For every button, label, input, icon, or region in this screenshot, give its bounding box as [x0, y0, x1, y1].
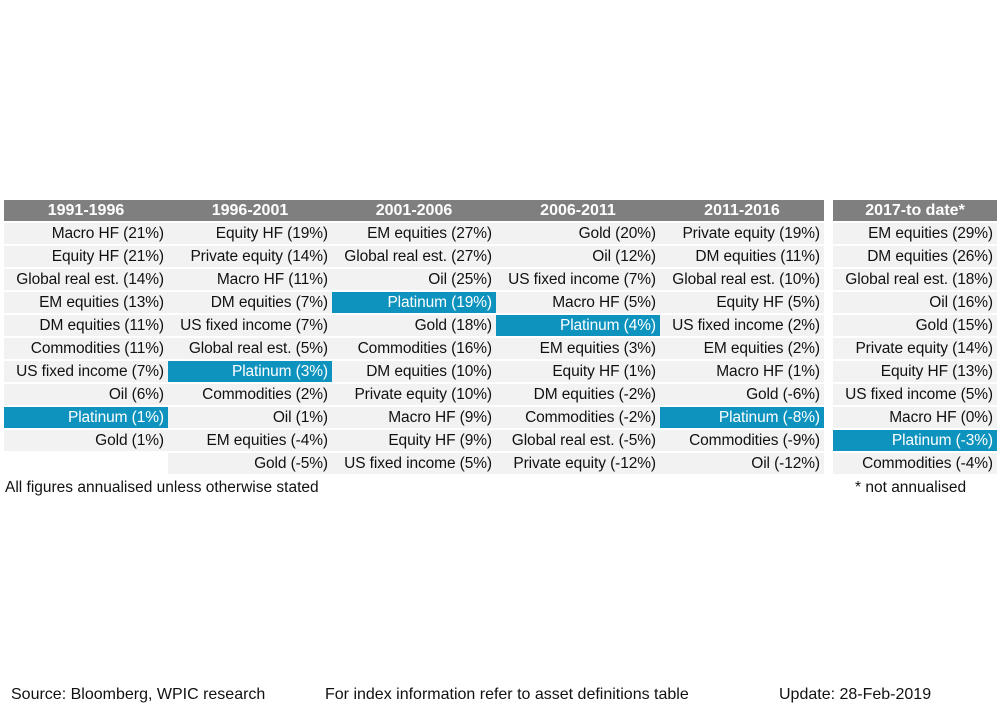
asset-return-cell: Macro HF (1%): [660, 361, 824, 382]
platinum-cell: Platinum (-8%): [660, 407, 824, 428]
source-text: Source: Bloomberg, WPIC research: [11, 686, 266, 703]
asset-return-cell: Commodities (11%): [4, 338, 168, 359]
asset-return-cell: DM equities (-2%): [496, 384, 660, 405]
asset-return-cell: EM equities (-4%): [168, 430, 332, 451]
period-header: 1996-2001: [168, 200, 332, 221]
asset-return-cell: Private equity (14%): [168, 246, 332, 267]
asset-return-cell: US fixed income (5%): [833, 384, 997, 405]
asset-return-cell: Macro HF (11%): [168, 269, 332, 290]
asset-return-cell: US fixed income (5%): [332, 453, 496, 474]
platinum-cell: Platinum (4%): [496, 315, 660, 336]
asset-return-cell: [4, 453, 168, 474]
asset-return-cell: Gold (-6%): [660, 384, 824, 405]
asset-return-cell: DM equities (11%): [4, 315, 168, 336]
asset-return-cell: US fixed income (7%): [496, 269, 660, 290]
period-header: 2006-2011: [496, 200, 660, 221]
asset-return-cell: DM equities (10%): [332, 361, 496, 382]
platinum-cell: Platinum (1%): [4, 407, 168, 428]
asset-return-cell: Oil (12%): [496, 246, 660, 267]
asset-return-cell: EM equities (27%): [332, 223, 496, 244]
asset-return-cell: Commodities (-2%): [496, 407, 660, 428]
index-info-text: For index information refer to asset def…: [325, 686, 689, 703]
asset-return-cell: Equity HF (9%): [332, 430, 496, 451]
asset-return-cell: EM equities (2%): [660, 338, 824, 359]
update-text: Update: 28-Feb-2019: [779, 686, 932, 703]
asset-return-cell: Global real est. (10%): [660, 269, 824, 290]
asset-return-cell: EM equities (29%): [833, 223, 997, 244]
asset-return-cell: Oil (6%): [4, 384, 168, 405]
asset-return-cell: Global real est. (18%): [833, 269, 997, 290]
annualised-note: All figures annualised unless otherwise …: [5, 479, 319, 496]
asset-return-cell: Equity HF (13%): [833, 361, 997, 382]
asset-return-cell: Commodities (16%): [332, 338, 496, 359]
period-column: 1996-2001 Equity HF (19%) Private equity (…: [168, 200, 332, 476]
asset-return-cell: Gold (18%): [332, 315, 496, 336]
platinum-cell: Platinum (3%): [168, 361, 332, 382]
period-column: 2001-2006 EM equities (27%) Global real es…: [332, 200, 496, 476]
asset-return-cell: Oil (1%): [168, 407, 332, 428]
asset-return-cell: Gold (-5%): [168, 453, 332, 474]
asset-return-cell: Global real est. (27%): [332, 246, 496, 267]
asset-return-cell: Oil (25%): [332, 269, 496, 290]
asset-return-cell: Private equity (-12%): [496, 453, 660, 474]
period-column: 2006-2011 Gold (20%) Oil (12%) US fixed inc…: [496, 200, 660, 476]
asset-return-cell: Oil (16%): [833, 292, 997, 313]
asset-return-cell: Macro HF (9%): [332, 407, 496, 428]
asset-return-cell: Private equity (10%): [332, 384, 496, 405]
asset-return-cell: Gold (20%): [496, 223, 660, 244]
asset-return-cell: Macro HF (21%): [4, 223, 168, 244]
asset-return-cell: DM equities (7%): [168, 292, 332, 313]
asset-return-cell: Commodities (-9%): [660, 430, 824, 451]
period-column: 2011-2016 Private equity (19%) DM equities…: [660, 200, 824, 476]
asset-return-cell: Commodities (-4%): [833, 453, 997, 474]
not-annualised-note: * not annualised: [855, 479, 967, 496]
period-header: 1991-1996: [4, 200, 168, 221]
asset-return-cell: Global real est. (14%): [4, 269, 168, 290]
asset-return-cell: Gold (15%): [833, 315, 997, 336]
asset-return-cell: Equity HF (19%): [168, 223, 332, 244]
period-header: 2017-to date*: [833, 200, 997, 221]
asset-return-cell: US fixed income (2%): [660, 315, 824, 336]
period-column: 2017-to date* EM equities (29%) DM equitie…: [833, 200, 997, 476]
asset-return-cell: Equity HF (1%): [496, 361, 660, 382]
asset-return-cell: Global real est. (-5%): [496, 430, 660, 451]
asset-return-cell: EM equities (13%): [4, 292, 168, 313]
asset-return-cell: DM equities (26%): [833, 246, 997, 267]
asset-return-cell: Equity HF (21%): [4, 246, 168, 267]
asset-return-cell: Private equity (19%): [660, 223, 824, 244]
asset-return-cell: Gold (1%): [4, 430, 168, 451]
asset-return-cell: EM equities (3%): [496, 338, 660, 359]
platinum-cell: Platinum (-3%): [833, 430, 997, 451]
asset-return-cell: US fixed income (7%): [4, 361, 168, 382]
period-header: 2011-2016: [660, 200, 824, 221]
asset-return-cell: Macro HF (0%): [833, 407, 997, 428]
asset-return-cell: Oil (-12%): [660, 453, 824, 474]
period-column: 1991-1996 Macro HF (21%) Equity HF (21%) Gl…: [4, 200, 168, 476]
asset-return-cell: US fixed income (7%): [168, 315, 332, 336]
asset-return-cell: Macro HF (5%): [496, 292, 660, 313]
platinum-cell: Platinum (19%): [332, 292, 496, 313]
asset-return-cell: Private equity (14%): [833, 338, 997, 359]
asset-return-cell: DM equities (11%): [660, 246, 824, 267]
asset-return-cell: Equity HF (5%): [660, 292, 824, 313]
period-header: 2001-2006: [332, 200, 496, 221]
asset-return-cell: Commodities (2%): [168, 384, 332, 405]
asset-return-cell: Global real est. (5%): [168, 338, 332, 359]
